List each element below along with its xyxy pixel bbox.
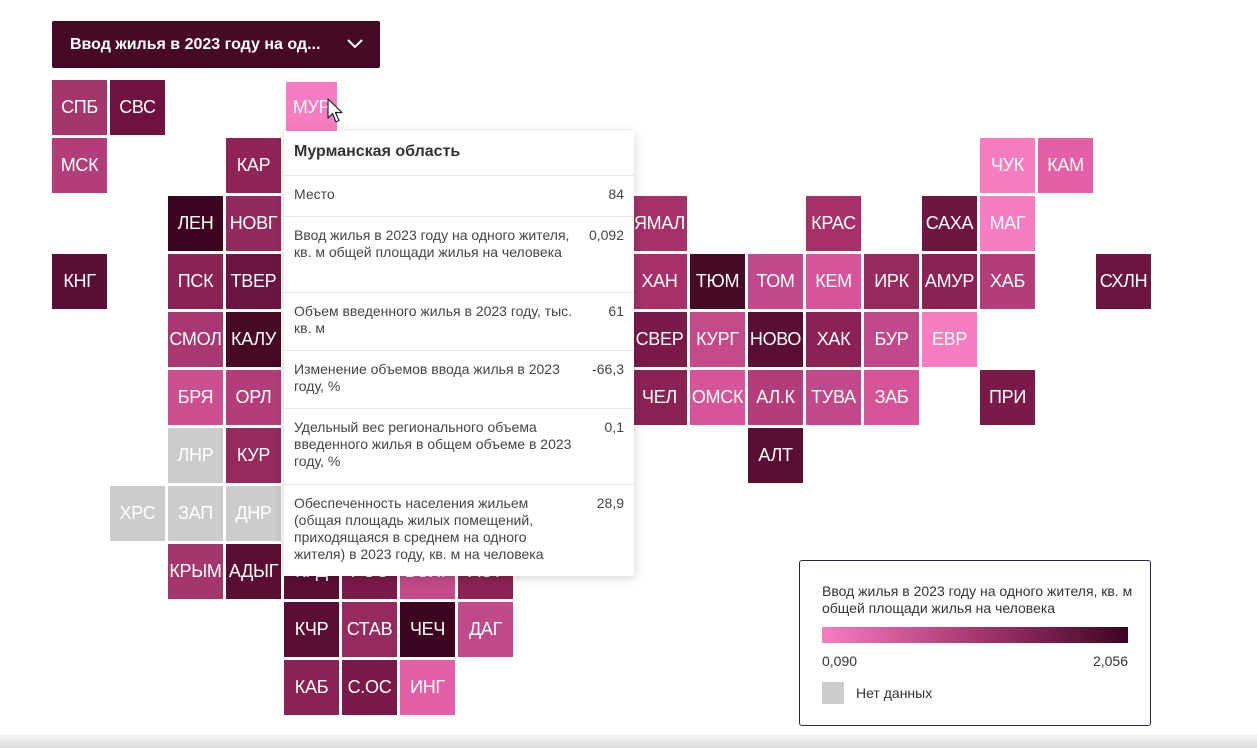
region-tile[interactable]: НОВО <box>748 312 803 367</box>
region-tile[interactable]: КЧР <box>284 602 339 657</box>
region-tile[interactable]: АЛ.К <box>748 370 803 425</box>
region-tile[interactable]: ЧЕЧ <box>400 602 455 657</box>
region-tile[interactable]: КЕМ <box>806 254 861 309</box>
legend-gradient-bar <box>822 627 1128 643</box>
region-tile[interactable]: СВЕР <box>632 312 687 367</box>
region-tile[interactable]: ЧЕЛ <box>632 370 687 425</box>
region-tile[interactable]: ХАН <box>632 254 687 309</box>
legend-nodata-swatch <box>822 682 844 704</box>
region-tile[interactable]: КАМ <box>1038 138 1093 193</box>
color-legend: Ввод жилья в 2023 году на одного жителя,… <box>799 560 1151 726</box>
region-tile[interactable]: КРЫМ <box>168 544 223 599</box>
tooltip-row-label: Место <box>294 186 335 202</box>
legend-max-value: 2,056 <box>1092 653 1128 669</box>
region-tile[interactable]: КАР <box>226 138 281 193</box>
indicator-dropdown-label: Ввод жилья в 2023 году на од... <box>70 35 321 53</box>
region-tile[interactable]: ЛНР <box>168 428 223 483</box>
region-tile[interactable]: ХАК <box>806 312 861 367</box>
region-tile[interactable]: ОМСК <box>690 370 745 425</box>
region-tile[interactable]: БУР <box>864 312 919 367</box>
tooltip-rows: Место 84 Ввод жилья в 2023 году на одного … <box>284 176 634 576</box>
region-tile[interactable]: КНГ <box>52 254 107 309</box>
region-tile[interactable]: ТОМ <box>748 254 803 309</box>
tooltip-row-value: 0,1 <box>604 419 624 435</box>
region-tile[interactable]: ЧУК <box>980 138 1035 193</box>
tooltip-row: Удельный вес регионального объема введен… <box>284 409 634 485</box>
region-tile[interactable]: САХА <box>922 196 977 251</box>
region-tile[interactable]: АЛТ <box>748 428 803 483</box>
region-tooltip: Мурманская область Место 84 Ввод жилья в 2… <box>284 131 634 576</box>
region-tile[interactable]: ЯМАЛ <box>632 196 687 251</box>
indicator-dropdown[interactable]: Ввод жилья в 2023 году на од... <box>52 21 380 68</box>
region-tile[interactable]: ДНР <box>226 486 281 541</box>
region-tile[interactable]: КАБ <box>284 660 339 715</box>
tooltip-row-value: -66,3 <box>592 361 624 377</box>
region-tile[interactable]: ТВЕР <box>226 254 281 309</box>
region-tile[interactable]: ПРИ <box>980 370 1035 425</box>
region-tile[interactable]: ИРК <box>864 254 919 309</box>
region-tile[interactable]: ЗАП <box>168 486 223 541</box>
region-tile[interactable]: СПБ <box>52 80 107 135</box>
region-tile[interactable]: ПСК <box>168 254 223 309</box>
region-tile[interactable]: НОВГ <box>226 196 281 251</box>
tooltip-row-label: Обеспеченность населения жильем (общая п… <box>294 495 544 562</box>
region-tile[interactable]: МСК <box>52 138 107 193</box>
region-tile[interactable]: КУРГ <box>690 312 745 367</box>
chevron-down-icon <box>347 39 363 49</box>
tooltip-row: Место 84 <box>284 176 634 217</box>
region-tile[interactable]: ОРЛ <box>226 370 281 425</box>
tooltip-row: Ввод жилья в 2023 году на одного жителя,… <box>284 217 634 293</box>
region-tile[interactable]: СТАВ <box>342 602 397 657</box>
tooltip-row-label: Ввод жилья в 2023 году на одного жителя,… <box>294 227 570 260</box>
region-tile[interactable]: ТЮМ <box>690 254 745 309</box>
tooltip-row-value: 28,9 <box>596 495 624 511</box>
tooltip-row: Изменение объемов ввода жилья в 2023 год… <box>284 351 634 409</box>
region-tile[interactable]: МАГ <box>980 196 1035 251</box>
region-tile[interactable]: СХЛН <box>1096 254 1151 309</box>
region-tile[interactable]: АМУР <box>922 254 977 309</box>
region-tile[interactable]: СМОЛ <box>168 312 223 367</box>
tooltip-row-label: Удельный вес регионального объема введен… <box>294 419 572 469</box>
tooltip-row-value: 84 <box>608 186 624 202</box>
region-tile[interactable]: ДАГ <box>458 602 513 657</box>
tooltip-title: Мурманская область <box>284 131 634 176</box>
region-tile[interactable]: ХРС <box>110 486 165 541</box>
tooltip-row: Обеспеченность населения жильем (общая п… <box>284 485 634 576</box>
tooltip-row-value: 0,092 <box>588 227 624 243</box>
tooltip-row: Объем введенного жилья в 2023 году, тыс.… <box>284 293 634 351</box>
region-tile[interactable]: КАЛУ <box>226 312 281 367</box>
region-tile[interactable]: ЕВР <box>922 312 977 367</box>
region-tile[interactable]: ТУВА <box>806 370 861 425</box>
legend-nodata-label: Нет данных <box>856 685 933 701</box>
legend-min-value: 0,090 <box>822 653 858 669</box>
tooltip-row-label: Изменение объемов ввода жилья в 2023 год… <box>294 361 560 394</box>
region-tile[interactable]: КУР <box>226 428 281 483</box>
region-tile[interactable]: С.ОС <box>342 660 397 715</box>
region-tile[interactable]: КРАС <box>806 196 861 251</box>
bottom-divider <box>0 734 1257 748</box>
region-tile[interactable]: ЗАБ <box>864 370 919 425</box>
tooltip-row-value: 61 <box>608 303 624 319</box>
region-tile[interactable]: ИНГ <box>400 660 455 715</box>
tooltip-row-label: Объем введенного жилья в 2023 году, тыс.… <box>294 303 573 336</box>
region-tile[interactable]: АДЫГ <box>226 544 281 599</box>
region-tile[interactable]: БРЯ <box>168 370 223 425</box>
legend-title: Ввод жилья в 2023 году на одного жителя,… <box>822 583 1133 616</box>
mouse-cursor-icon <box>327 98 343 123</box>
region-tile[interactable]: ХАБ <box>980 254 1035 309</box>
region-tile[interactable]: СВС <box>110 80 165 135</box>
region-tile[interactable]: ЛЕН <box>168 196 223 251</box>
